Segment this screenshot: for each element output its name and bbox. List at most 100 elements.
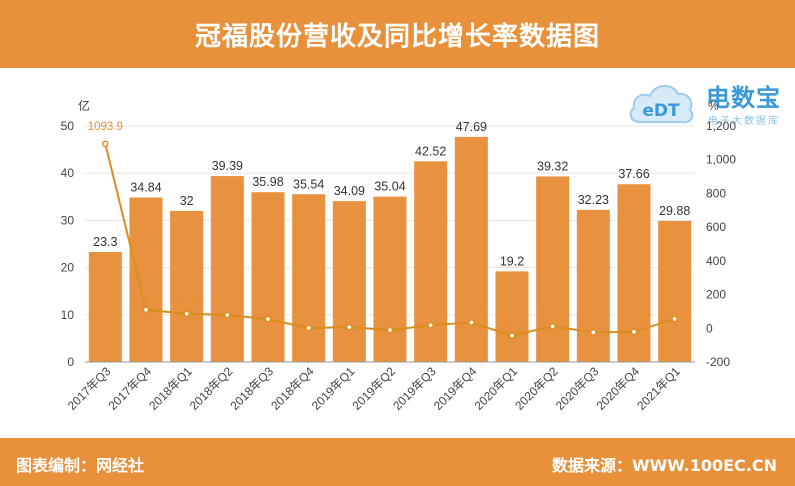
left-tick-label: 20 (61, 261, 75, 275)
bar (658, 220, 692, 362)
line-value-label: 54.4 (257, 301, 280, 313)
page-title: 冠福股份营收及同比增长率数据图 (194, 21, 600, 52)
right-tick-label: 600 (706, 220, 726, 234)
line-point (467, 319, 475, 326)
bar-value-label: 34.09 (334, 184, 365, 198)
line-point (223, 311, 231, 319)
logo-subtitle: 电子大数据库 (708, 116, 780, 127)
footer-source: 数据来源：WWW.100EC.CN (551, 456, 777, 475)
bar (536, 176, 570, 362)
line-point (549, 322, 557, 330)
left-tick-label: 0 (67, 355, 74, 369)
logo-brand: 电数宝 (706, 84, 781, 112)
bar-value-label: 39.39 (212, 159, 243, 173)
bar (129, 197, 163, 362)
line-point (183, 310, 191, 318)
line-point (305, 324, 313, 332)
bar-value-label: 23.3 (93, 235, 117, 249)
bar-value-label: 39.32 (537, 159, 568, 173)
bar-value-label: 19.2 (500, 254, 524, 268)
bar (454, 136, 488, 362)
bar (88, 252, 122, 362)
left-tick-label: 40 (61, 166, 75, 180)
bar (210, 176, 244, 362)
line-value-label: 1093.9 (88, 121, 123, 133)
bar-value-label: 35.04 (374, 180, 405, 194)
right-axis: -200 0 200 400 600 800 1,000 1,200% (706, 99, 736, 369)
left-tick-label: 30 (61, 213, 75, 227)
right-tick-label: -200 (706, 355, 730, 369)
x-tick-label: 2020年Q4 (594, 364, 643, 413)
bar (373, 196, 407, 362)
line-point (386, 326, 394, 334)
line-point (508, 332, 516, 339)
line-point (264, 315, 272, 323)
bar-value-label: 47.69 (456, 120, 487, 134)
left-axis-unit: 亿 (78, 98, 90, 113)
line-value-label: -24.13 (577, 314, 610, 326)
x-tick-label: 2017年Q3 (65, 364, 114, 413)
right-tick-label: 1,200 (706, 119, 736, 133)
x-tick-label: 2019年Q4 (431, 364, 480, 413)
x-axis: 2017年Q32017年Q42018年Q12018年Q22018年Q32018年… (65, 361, 695, 413)
logo: eDT 电数宝 电子大数据库 (626, 72, 791, 134)
line-point (671, 315, 679, 323)
right-tick-label: 400 (706, 254, 726, 268)
right-tick-label: 0 (706, 321, 713, 335)
line-value-label: 2 (305, 310, 311, 322)
line-point (345, 323, 353, 331)
line-value-label: -21.03 (618, 314, 651, 326)
line-value-label: 55.63 (660, 301, 689, 313)
line-point (142, 306, 150, 314)
bar-value-label: 42.52 (415, 144, 446, 158)
line-value-label: -43.68 (496, 318, 529, 330)
x-tick-label: 2018年Q1 (146, 364, 195, 413)
bar (414, 161, 448, 362)
left-tick-label: 10 (61, 308, 75, 322)
line-value-label: 12.21 (538, 308, 567, 320)
line-value-label: 79.1 (216, 297, 238, 309)
bar (617, 184, 651, 362)
x-tick-label: 2018年Q4 (268, 364, 317, 413)
right-tick-label: 800 (706, 186, 726, 200)
bar-value-label: 37.66 (618, 167, 649, 181)
right-tick-label: 1,000 (706, 153, 736, 167)
bar (170, 210, 204, 362)
bar-value-label: 35.98 (252, 175, 283, 189)
bar-value-label: 34.84 (130, 181, 161, 195)
x-tick-label: 2017年Q4 (106, 364, 155, 413)
bar-value-label: 32.23 (578, 193, 609, 207)
footer-banner: 图表编制：网经社 数据来源：WWW.100EC.CN (0, 438, 795, 486)
line-point (630, 328, 638, 336)
line-value-label: 109.8 (132, 292, 161, 304)
bar (251, 192, 285, 362)
logo-icon-text: eDT (642, 101, 680, 121)
x-tick-label: 2020年Q1 (472, 364, 521, 413)
line-series: 1093.9 109.8 85.96 79.1 54.4 2 6.53 -11 18.37 34.… (88, 121, 689, 339)
footer-credit: 图表编制：网经社 (16, 456, 145, 475)
line-value-label: -11 (382, 312, 398, 324)
header-banner: 冠福股份营收及同比增长率数据图 (0, 0, 795, 68)
x-tick-label: 2021年Q1 (634, 364, 683, 413)
line-value-label: 18.37 (416, 307, 445, 319)
line-value-label: 6.53 (338, 309, 360, 321)
line-point (427, 321, 435, 329)
line-point (589, 329, 597, 336)
right-axis-unit: % (708, 99, 719, 113)
right-tick-label: 200 (706, 288, 726, 302)
x-tick-label: 2019年Q2 (350, 364, 399, 413)
x-tick-label: 2018年Q3 (228, 364, 277, 413)
bar (576, 209, 610, 362)
bar (292, 194, 326, 362)
x-tick-label: 2020年Q2 (512, 364, 561, 413)
cloud-logo-icon: eDT (629, 85, 694, 124)
left-axis: 0 10 20 30 40 50亿 (61, 98, 90, 369)
bar (495, 271, 529, 362)
line-point (101, 140, 109, 148)
bar-value-label: 32 (180, 194, 194, 208)
left-tick-label: 50 (61, 119, 75, 133)
x-tick-label: 2019年Q3 (390, 364, 439, 413)
x-tick-label: 2019年Q1 (309, 364, 358, 413)
bar (332, 201, 366, 362)
bar-value-label: 29.88 (659, 204, 690, 218)
